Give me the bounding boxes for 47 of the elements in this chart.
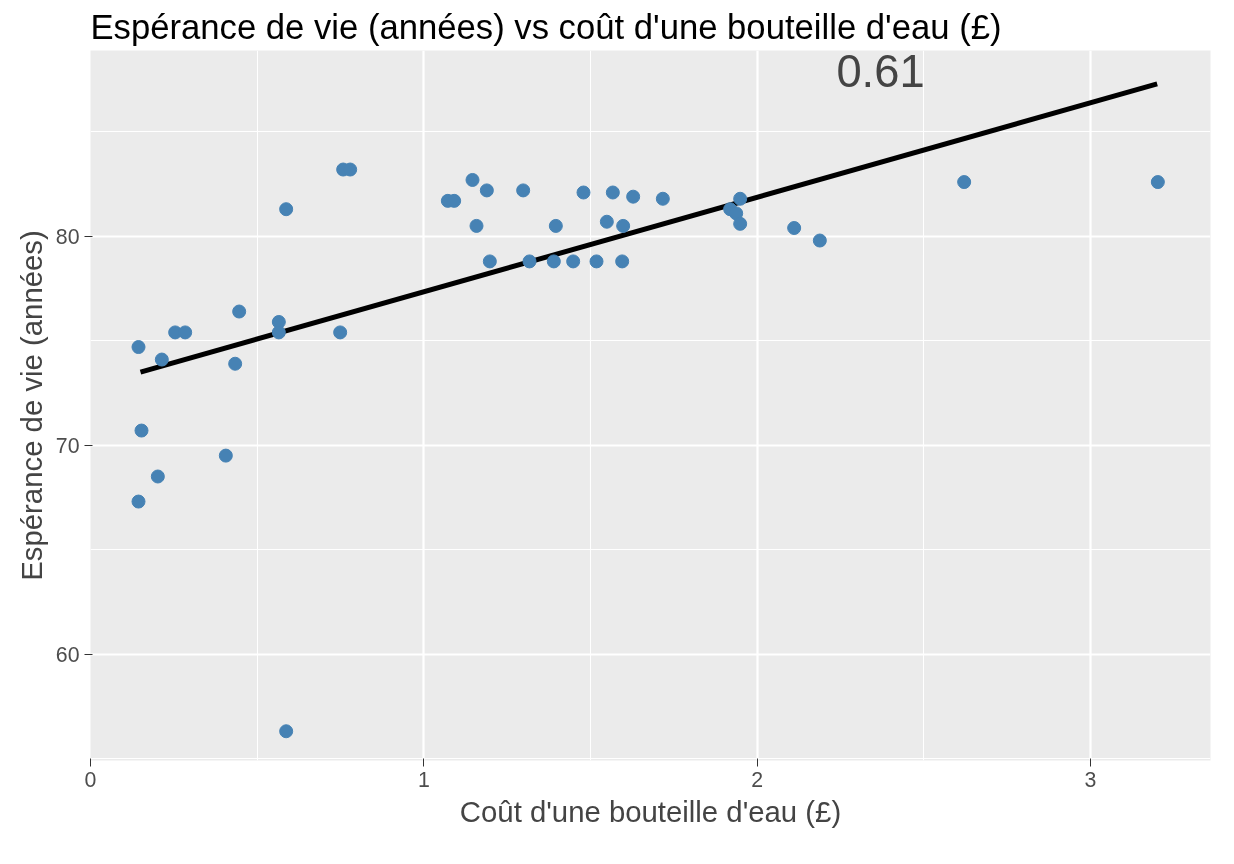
point [333,325,348,340]
point [150,469,165,484]
point [733,216,748,231]
annotation: 0.61 [836,45,925,97]
point [626,189,641,204]
point [1150,175,1165,190]
point [228,356,243,371]
point [546,254,561,269]
point [131,340,146,355]
x-axis-title: Coût d'une bouteille d'eau (£) [459,794,842,828]
point [548,218,563,233]
point [733,191,748,206]
point [566,254,581,269]
x-tick-label: 0 [84,767,97,792]
point [134,423,149,438]
point [279,202,294,217]
point [154,352,169,367]
point [271,325,286,340]
point [479,183,494,198]
point [605,185,620,200]
x-tick-label: 2 [751,767,764,792]
point [131,494,146,509]
point [465,172,480,187]
point [232,304,247,319]
point [599,214,614,229]
point [482,254,497,269]
x-tick-label: 1 [417,767,430,792]
point [279,724,294,739]
point [787,221,802,235]
point [516,183,531,198]
y-tick-label: 70 [55,433,80,458]
point [469,218,484,233]
point [812,233,827,248]
point [178,325,193,340]
point [615,254,630,269]
point [655,191,670,206]
point [616,218,631,233]
point [957,175,972,190]
point [522,254,537,269]
y-axis-title: Espérance de vie (années) [14,230,48,581]
chart-title: Espérance de vie (années) vs coût d'une bouteille d'eau (£) [90,7,1002,46]
point [589,254,604,269]
point [218,448,233,463]
y-tick-label: 80 [55,224,80,249]
y-tick-label: 60 [55,642,80,667]
point [576,185,591,200]
x-tick-label: 3 [1084,767,1097,792]
